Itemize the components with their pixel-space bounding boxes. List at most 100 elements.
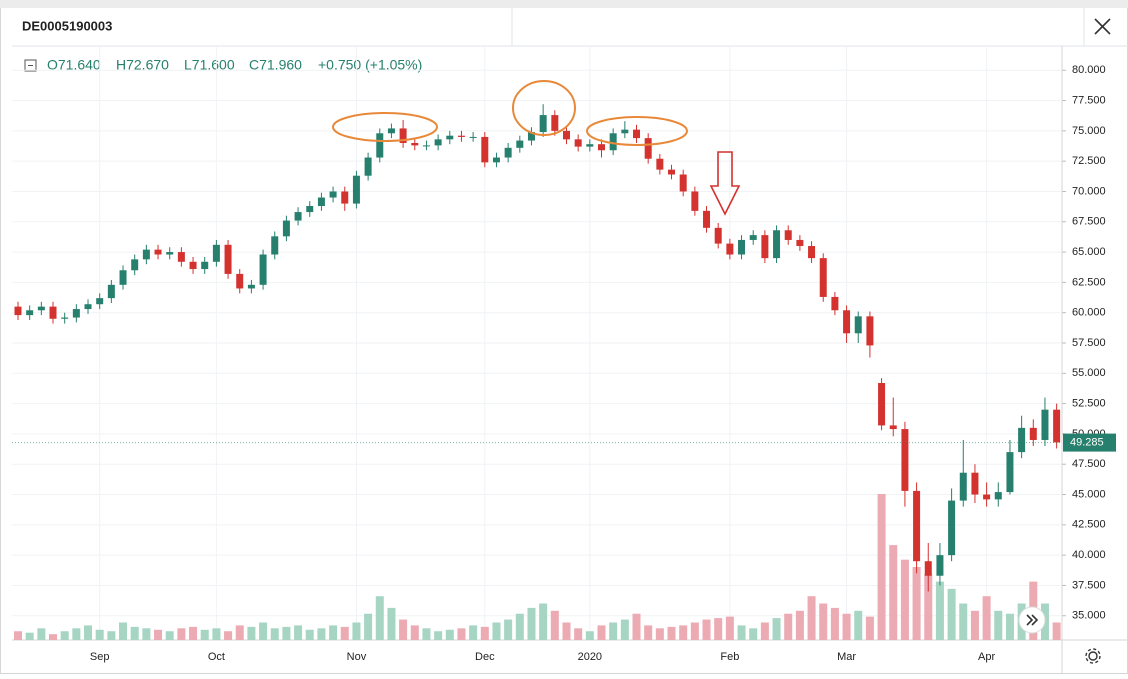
y-tick-label: 77.500 — [1072, 94, 1106, 106]
volume-bar — [877, 494, 886, 640]
candle-body — [61, 317, 69, 319]
candle-body — [691, 191, 699, 211]
volume-bar — [935, 581, 944, 640]
candle-body — [878, 383, 886, 426]
volume-bar — [679, 625, 688, 640]
candle-body — [749, 235, 757, 240]
candle-body — [574, 139, 582, 147]
candle-body — [469, 136, 477, 138]
y-tick-label: 57.500 — [1072, 337, 1106, 349]
legend-toggle[interactable] — [24, 59, 37, 72]
volume-bar — [60, 631, 69, 640]
candle-body — [399, 128, 407, 143]
candle-body — [971, 472, 979, 495]
volume-bar — [84, 625, 93, 640]
legend-low: L71.600 — [184, 57, 235, 73]
volume-bar — [457, 628, 466, 640]
candle-body — [84, 304, 92, 310]
legend-change: +0.750 (+1.05%) — [318, 57, 422, 73]
x-tick-label: Oct — [208, 651, 225, 663]
candle-body — [562, 130, 570, 140]
candle-body — [481, 136, 489, 163]
volume-bar — [924, 574, 933, 640]
candle-body — [236, 273, 244, 289]
volume-bar — [597, 625, 606, 640]
candle-body — [492, 157, 500, 163]
candle-body — [516, 140, 524, 148]
volume-bar — [95, 629, 104, 640]
candle-body — [259, 254, 267, 285]
volume-bar — [480, 626, 489, 640]
close-button[interactable] — [1094, 18, 1111, 35]
y-tick-label: 35.000 — [1072, 610, 1106, 622]
volume-bar — [434, 631, 443, 640]
candle-body — [247, 284, 255, 289]
candle-body — [294, 212, 302, 221]
volume-bar — [235, 625, 244, 640]
volume-bar — [527, 607, 536, 640]
candle-body — [948, 500, 956, 556]
x-tick-label: Sep — [90, 651, 110, 663]
highlight-ellipse — [512, 80, 576, 136]
volume-bar — [585, 631, 594, 640]
volume-bar — [177, 628, 186, 640]
candle-body — [341, 191, 349, 204]
volume-bar — [340, 626, 349, 640]
candle-body — [96, 298, 104, 305]
y-tick-label: 65.000 — [1072, 246, 1106, 258]
x-tick-label: Feb — [720, 651, 739, 663]
candle-body — [761, 235, 769, 259]
candle-body — [119, 270, 127, 285]
candle-body — [446, 135, 454, 140]
candle-body — [527, 132, 535, 141]
volume-bar — [562, 622, 571, 640]
volume-bar — [259, 622, 268, 640]
candle-body — [913, 490, 921, 562]
volume-bar — [749, 628, 758, 640]
volume-bar — [539, 603, 548, 640]
volume-bar — [807, 596, 816, 640]
down-arrow — [709, 151, 741, 216]
candle-body — [668, 169, 676, 175]
candle-body — [831, 296, 839, 311]
volume-bar — [550, 610, 559, 640]
volume-bar — [655, 628, 664, 640]
volume-bar — [912, 567, 921, 640]
candle-body — [37, 306, 45, 311]
candle-body — [726, 243, 734, 255]
x-tick-label: Dec — [475, 651, 495, 663]
candle-body — [387, 128, 395, 134]
volume-bar — [1005, 613, 1014, 640]
candle-body — [1006, 452, 1014, 493]
y-tick-label: 67.500 — [1072, 216, 1106, 228]
candle-body — [843, 310, 851, 334]
volume-bar — [375, 596, 384, 640]
volume-bar — [854, 610, 863, 640]
candle-body — [457, 135, 465, 137]
candle-body — [866, 316, 874, 346]
volume-bar — [725, 616, 734, 640]
candle-body — [983, 494, 991, 500]
volume-bar — [72, 628, 81, 640]
volume-bar — [784, 613, 793, 640]
y-tick-label: 47.500 — [1072, 458, 1106, 470]
scroll-button[interactable] — [1018, 606, 1046, 634]
candle-body — [773, 230, 781, 259]
candle-body — [714, 227, 722, 244]
volume-bar — [982, 596, 991, 640]
x-tick-label: Nov — [347, 651, 367, 663]
candle-body — [959, 472, 967, 501]
y-tick-label: 55.000 — [1072, 367, 1106, 379]
candle-body — [26, 310, 34, 316]
volume-bar — [819, 603, 828, 640]
candle-body — [72, 309, 80, 318]
volume-bar — [37, 628, 46, 640]
settings-button[interactable] — [1085, 648, 1101, 664]
candle-body — [994, 492, 1002, 500]
volume-bar — [504, 619, 513, 640]
annotations — [332, 80, 688, 146]
y-tick-label: 42.500 — [1072, 519, 1106, 531]
volume-bar — [142, 628, 151, 640]
volume-bar — [212, 628, 221, 640]
candle-body — [271, 236, 279, 255]
